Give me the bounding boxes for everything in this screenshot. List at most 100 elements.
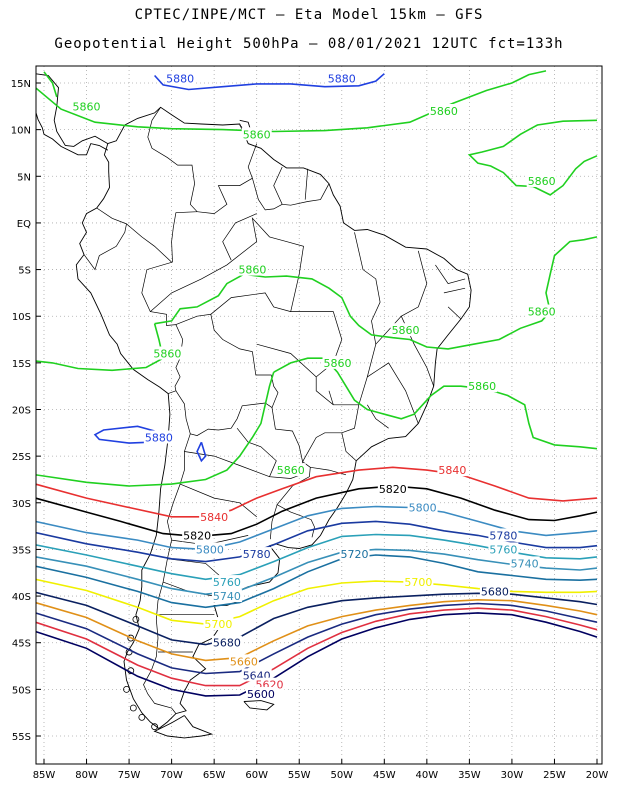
contour-label-5740: 5740 [511, 557, 539, 570]
contour-5800 [36, 505, 598, 551]
political-border [341, 432, 357, 462]
contour-5860 [154, 236, 598, 350]
island [127, 634, 135, 642]
political-border [328, 390, 334, 405]
contour-5860 [36, 70, 547, 133]
contour-label-5700: 5700 [404, 576, 432, 589]
contour-label-5860: 5860 [153, 348, 181, 361]
contour-label-bg [199, 509, 230, 523]
lat-tick-label: 45S [12, 639, 31, 650]
lon-tick-label: 80W [75, 770, 98, 781]
lat-tick-label: 5S [18, 266, 31, 277]
contour-label-5660: 5660 [230, 655, 258, 668]
political-border [443, 287, 466, 294]
political-border [273, 166, 330, 206]
contour-label-5680: 5680 [481, 585, 509, 598]
contour-5860 [36, 371, 275, 487]
lon-tick-label: 35W [458, 770, 481, 781]
contour-label-bg [228, 654, 259, 668]
contour-5620 [36, 607, 598, 687]
lon-tick-label: 60W [245, 770, 268, 781]
contour-label-5860: 5860 [238, 264, 266, 277]
contour-5780 [36, 520, 598, 563]
contour-label-5880: 5880 [145, 431, 173, 444]
contour-5880 [196, 441, 207, 463]
political-border [222, 213, 257, 261]
contour-label-5860: 5860 [528, 175, 556, 188]
contour-label-5760: 5760 [213, 576, 241, 589]
contour-label-5600: 5600 [247, 688, 275, 701]
coastline [146, 52, 180, 57]
contour-label-5800: 5800 [196, 543, 224, 556]
political-border [304, 168, 309, 200]
political-border [126, 223, 172, 263]
contour-label-bg [390, 323, 421, 337]
contour-label-5860: 5860 [73, 100, 101, 113]
contour-label-bg [526, 304, 557, 318]
island [138, 713, 146, 721]
political-border [256, 343, 317, 378]
lat-tick-label: 30S [12, 499, 31, 510]
contour-label-5880: 5880 [166, 72, 194, 85]
lat-tick-label: 55S [12, 732, 31, 743]
contour-label-5800: 5800 [409, 501, 437, 514]
lat-tick-label: 10N [11, 126, 31, 137]
contour-label-5860: 5860 [392, 324, 420, 337]
political-border [435, 264, 466, 285]
contour-label-bg [152, 346, 183, 360]
contour-label-5860: 5860 [468, 380, 496, 393]
contour-label-bg [403, 575, 434, 589]
lat-tick-label: EQ [17, 219, 31, 230]
contour-5600 [36, 612, 598, 697]
contour-label-bg [182, 528, 213, 542]
contour-label-5820: 5820 [183, 529, 211, 542]
contour-label-bg [428, 103, 459, 117]
contour-5660 [36, 598, 598, 662]
lon-tick-label: 40W [416, 770, 439, 781]
political-border [269, 504, 278, 540]
coastline [243, 700, 275, 711]
map-title-line2: Geopotential Height 500hPa – 08/01/2021 … [54, 36, 564, 52]
contour-5820 [36, 485, 598, 538]
contour-label-bg [241, 127, 272, 141]
contour-5860 [36, 323, 165, 372]
political-border [447, 306, 462, 320]
latitude-labels: 15N 10N 5N EQ 5S 10S 15S 20S 25S 30S 35S 40S 45S 50S 5… [11, 79, 31, 743]
lon-tick-label: 50W [330, 770, 353, 781]
contour-5700 [36, 578, 598, 625]
contour-label-5780: 5780 [243, 548, 271, 561]
contour-label-bg [377, 481, 408, 495]
contour-label-bg [203, 617, 234, 631]
political-border [83, 207, 127, 271]
contour-label-bg [407, 500, 438, 514]
island [123, 685, 130, 693]
lon-tick-label: 20W [586, 770, 609, 781]
contour-label-bg [211, 575, 242, 589]
lon-tick-label: 55W [288, 770, 311, 781]
contour-label-bg [326, 71, 357, 85]
contour-label-5880: 5880 [328, 72, 356, 85]
map-frame [35, 65, 603, 765]
coastline [36, 111, 109, 156]
lat-tick-label: 35S [12, 545, 31, 556]
island [129, 704, 137, 712]
contour-label-5860: 5860 [528, 306, 556, 319]
lon-tick-label: 70W [160, 770, 183, 781]
contour-label-5840: 5840 [200, 511, 228, 524]
political-border [197, 143, 258, 214]
contour-label-bg [467, 379, 498, 393]
lat-tick-label: 25S [12, 452, 31, 463]
contour-label-bg [165, 71, 196, 85]
contour-label-bg [237, 262, 268, 276]
contour-label-bg [479, 584, 510, 598]
political-border [210, 232, 381, 406]
political-border [141, 261, 184, 394]
political-border [147, 107, 198, 263]
coastline [153, 715, 214, 739]
lon-tick-label: 45W [373, 770, 396, 781]
lat-tick-label: 15N [11, 79, 31, 90]
island [132, 615, 140, 623]
contour-label-bg [245, 687, 276, 701]
island [151, 723, 159, 731]
